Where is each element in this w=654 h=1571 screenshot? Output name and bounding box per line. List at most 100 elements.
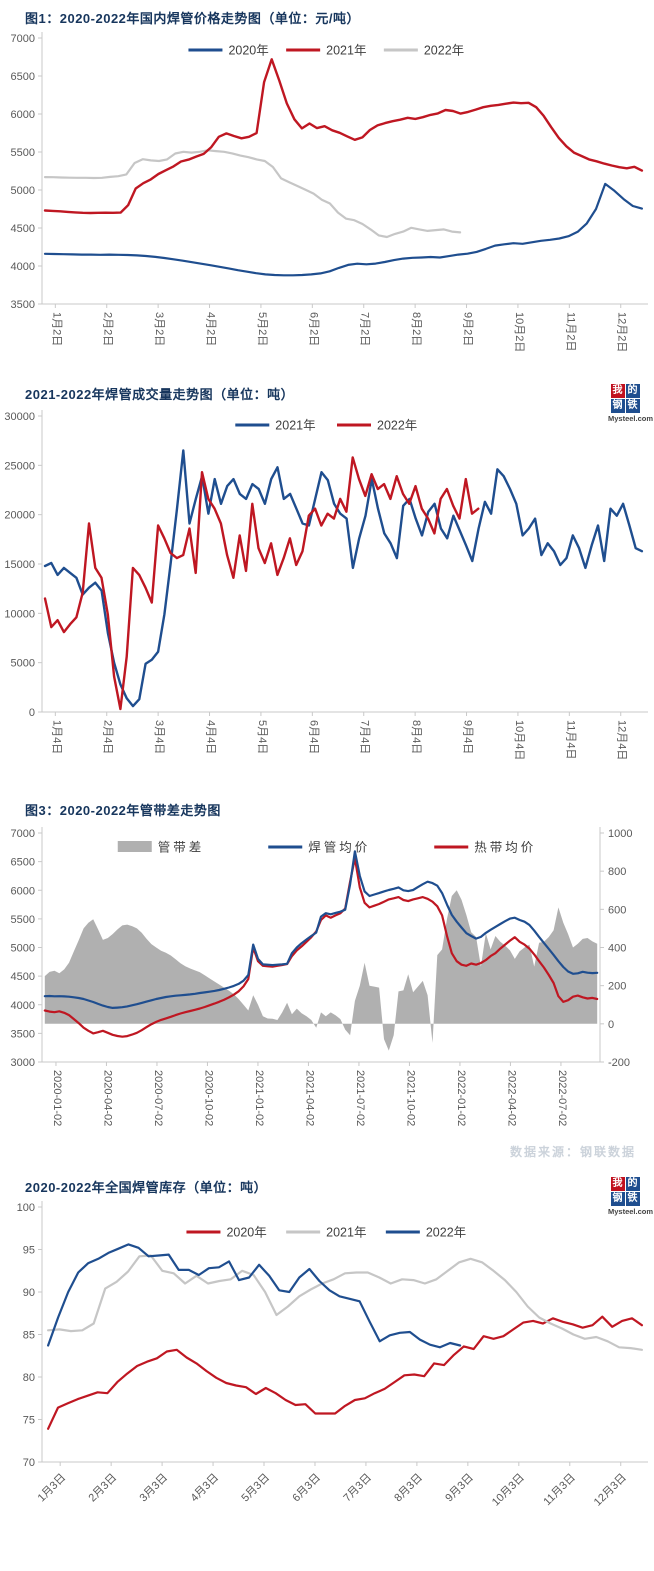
svg-text:3500: 3500 [11,1028,35,1040]
series-line [46,1315,644,1430]
data-source-note: 数据来源：钢联数据 [509,1145,636,1159]
svg-text:4000: 4000 [11,1000,35,1012]
svg-text:2月2日: 2月2日 [102,312,114,346]
chart-svg: 300035004000450050005500600065007000-200… [11,827,632,1126]
svg-text:12月4日: 12月4日 [616,720,628,760]
svg-text:95: 95 [23,1245,35,1257]
chart-svg: 70 75 80 85 90 95 100 1月3日 2月3日 3月3日 4月3日 5月3日 6月3日 7… [17,1201,648,1509]
svg-text:3月3日: 3月3日 [138,1472,171,1505]
chart1-canvas: 3500 4000 4500 5000 5500 6000 6500 7000 1月2日 2月2日… [0,26,654,383]
legend-label: 2021年 [326,44,366,58]
svg-text:400: 400 [608,943,626,955]
svg-text:4月3日: 4月3日 [188,1472,221,1505]
svg-text:7月4日: 7月4日 [359,720,371,754]
series-line [43,449,644,708]
chart1-title: 图1：2020-2022年国内焊管价格走势图（单位：元/吨） [25,11,361,26]
svg-text:2022-04-02: 2022-04-02 [505,1070,517,1126]
mysteel-logo: 我 的 钢 铁 Mysteel.com [608,1177,653,1216]
chart3-block: 图3：2020-2022年管带差走势图 3000 3500 4000 4500 5000… [0,795,654,1165]
svg-text:6000: 6000 [11,109,35,121]
svg-text:8月2日: 8月2日 [410,312,422,346]
svg-text:6500: 6500 [11,857,35,869]
svg-text:0: 0 [608,1019,614,1031]
svg-text:9月3日: 9月3日 [443,1472,476,1505]
svg-text:5500: 5500 [11,914,35,926]
legend-label: 2020年 [226,1226,266,1240]
svg-text:30000: 30000 [4,411,35,423]
logo-cell: 我 [610,384,625,398]
svg-text:2022-01-02: 2022-01-02 [455,1070,467,1126]
svg-text:3月2日: 3月2日 [153,312,165,346]
svg-text:5000: 5000 [11,185,35,197]
svg-text:80: 80 [23,1372,35,1384]
legend-label: 2022年 [424,44,464,58]
legend-label: 2021年 [326,1226,366,1240]
series-line [43,58,644,215]
svg-text:1000: 1000 [608,828,632,840]
chart4-block: 2020-2022年全国焊管库存（单位：吨） 我 的 钢 铁 Mysteel.c… [0,1165,654,1571]
svg-text:2021-04-02: 2021-04-02 [303,1070,315,1126]
legend-label: 2021年 [275,419,315,433]
mysteel-logo-grid: 我 的 钢 铁 [610,384,640,413]
legend-label: 2022年 [377,419,417,433]
svg-text:2020-01-02: 2020-01-02 [51,1070,63,1126]
series-line [43,149,462,239]
logo-cell: 的 [625,384,640,398]
series-line [43,182,644,277]
svg-text:4000: 4000 [11,261,35,273]
svg-text:2月3日: 2月3日 [87,1472,120,1505]
svg-text:5月2日: 5月2日 [256,312,268,346]
svg-text:2020-07-02: 2020-07-02 [152,1070,164,1126]
svg-text:12月3日: 12月3日 [592,1472,629,1509]
mysteel-logo-caption: Mysteel.com [608,414,654,423]
svg-text:5月3日: 5月3日 [239,1472,272,1505]
series-line [43,456,480,711]
logo-cell: 钢 [610,1192,625,1206]
svg-text:3500: 3500 [11,299,35,311]
mysteel-logo-grid: 我 的 钢 铁 [610,1177,640,1206]
svg-text:6500: 6500 [11,71,35,83]
series-area [44,890,598,1051]
chart-svg: 0 5000 10000 15000 20000 25000 30000 1月4日 2月4日 3月… [4,410,648,760]
svg-text:12月2日: 12月2日 [616,312,628,352]
legend-label: 热带均价 [474,841,536,855]
svg-text:7月3日: 7月3日 [341,1472,374,1505]
svg-text:6000: 6000 [11,885,35,897]
series-line [43,850,599,1009]
logo-cell: 铁 [625,1192,640,1206]
series-line [46,1243,462,1349]
svg-text:1月3日: 1月3日 [36,1472,69,1505]
logo-cell: 的 [625,1177,640,1191]
svg-text:5月4日: 5月4日 [256,720,268,754]
svg-text:800: 800 [608,866,626,878]
legend-swatch [117,841,152,852]
series-line [46,1254,644,1351]
svg-text:10月2日: 10月2日 [513,312,525,352]
svg-text:9月2日: 9月2日 [462,312,474,346]
svg-text:2020-04-02: 2020-04-02 [101,1070,113,1126]
logo-cell: 我 [610,1177,625,1191]
svg-text:4500: 4500 [11,223,35,235]
svg-text:10月4日: 10月4日 [513,720,525,760]
svg-text:7000: 7000 [11,828,35,840]
svg-text:85: 85 [23,1330,35,1342]
svg-text:2021-01-02: 2021-01-02 [253,1070,265,1126]
svg-text:25000: 25000 [4,460,35,472]
chart2-title: 2021-2022年焊管成交量走势图（单位：吨） [25,387,295,402]
legend-label: 2020年 [228,44,268,58]
svg-text:100: 100 [17,1202,35,1214]
svg-text:5500: 5500 [11,147,35,159]
svg-text:7000: 7000 [11,33,35,45]
svg-text:70: 70 [23,1457,35,1469]
svg-text:11月4日: 11月4日 [564,720,576,760]
svg-text:5000: 5000 [11,943,35,955]
svg-text:-200: -200 [608,1057,630,1069]
logo-cell: 钢 [610,399,625,413]
svg-text:4500: 4500 [11,971,35,983]
chart2-block: 2021-2022年焊管成交量走势图（单位：吨） 我 的 钢 铁 Mysteel… [0,378,654,795]
svg-text:15000: 15000 [4,559,35,571]
svg-text:4月4日: 4月4日 [205,720,217,754]
svg-text:6月2日: 6月2日 [307,312,319,346]
svg-text:10月3日: 10月3日 [490,1472,527,1509]
